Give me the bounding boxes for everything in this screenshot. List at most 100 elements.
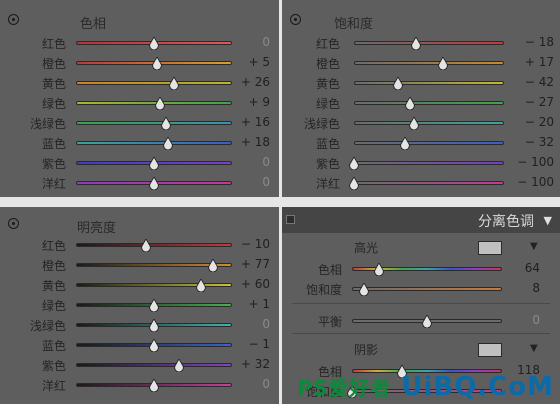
slider-value[interactable]: − 10 (240, 237, 270, 251)
slider-thumb[interactable] (149, 339, 159, 352)
slider-value[interactable]: 0 (262, 317, 270, 331)
slider-thumb[interactable] (349, 157, 359, 170)
slider-thumb[interactable] (347, 385, 357, 398)
slider-track[interactable] (76, 243, 232, 247)
slider-thumb[interactable] (149, 157, 159, 170)
split-toning-sliders: 色相 64 饱和度 8 平衡 0 色相 118 饱和度 (282, 207, 560, 404)
slider-value[interactable]: + 18 (240, 135, 270, 149)
slider-thumb[interactable] (392, 77, 403, 90)
slider-value[interactable]: + 60 (240, 277, 270, 291)
slider-track[interactable] (354, 181, 504, 185)
slider-label: 紫色 (41, 359, 66, 373)
slider-thumb[interactable] (161, 117, 172, 130)
slider-value[interactable]: − 27 (524, 95, 554, 109)
slider-track[interactable] (76, 363, 232, 367)
slider-track[interactable] (354, 41, 504, 45)
slider-thumb[interactable] (349, 177, 359, 190)
slider-label: 浅绿色 (303, 117, 340, 131)
slider-thumb[interactable] (149, 379, 159, 392)
slider-thumb[interactable] (208, 259, 218, 272)
targeted-adjustment-icon[interactable] (8, 218, 19, 229)
slider-row: 绿色 + 9 (0, 93, 279, 113)
collapse-triangle-icon[interactable]: ▼ (543, 214, 552, 227)
saturation-panel: 饱和度 红色 − 18 橙色 + 17 黄色 − 42 绿色 − 27 浅绿色 − 20 蓝色 − 3… (282, 0, 560, 197)
slider-row: 饱和度 8 (282, 279, 560, 299)
slider-track[interactable] (76, 81, 232, 85)
slider-value[interactable]: 0 (262, 377, 270, 391)
highlights-expand-icon[interactable]: ▼ (530, 241, 538, 252)
targeted-adjustment-icon[interactable] (290, 14, 301, 25)
slider-value[interactable]: − 1 (248, 337, 270, 351)
slider-thumb[interactable] (400, 137, 410, 150)
slider-value[interactable]: − 42 (524, 75, 554, 89)
slider-thumb[interactable] (409, 117, 419, 130)
slider-row: 浅绿色 0 (0, 315, 279, 335)
highlights-color-swatch[interactable] (478, 241, 502, 255)
slider-label: 浅绿色 (29, 319, 66, 333)
panel-header[interactable]: 分离色调 ▼ (282, 207, 560, 233)
slider-track[interactable] (354, 61, 504, 65)
shadows-expand-icon[interactable]: ▼ (530, 343, 538, 354)
slider-thumb[interactable] (152, 57, 162, 70)
slider-track[interactable] (76, 141, 232, 145)
slider-value[interactable]: 0 (532, 313, 540, 327)
slider-value[interactable]: + 17 (524, 55, 554, 69)
slider-thumb[interactable] (149, 177, 159, 190)
slider-track[interactable] (76, 283, 232, 287)
slider-label: 橙色 (41, 259, 66, 273)
slider-thumb[interactable] (174, 359, 184, 372)
slider-track[interactable] (354, 101, 504, 105)
slider-value[interactable]: − 32 (524, 135, 554, 149)
slider-thumb[interactable] (196, 279, 206, 292)
slider-thumb[interactable] (410, 37, 421, 50)
slider-value[interactable]: + 77 (240, 257, 270, 271)
slider-value[interactable]: + 1 (248, 297, 270, 311)
shadows-color-swatch[interactable] (478, 343, 502, 357)
slider-value[interactable]: − 100 (517, 175, 554, 189)
slider-track[interactable] (354, 161, 504, 165)
slider-thumb[interactable] (169, 77, 179, 90)
slider-track[interactable] (352, 287, 502, 291)
slider-track[interactable] (76, 263, 232, 267)
slider-thumb[interactable] (359, 283, 369, 296)
slider-label: 绿色 (41, 299, 66, 313)
slider-thumb[interactable] (149, 319, 159, 332)
slider-value[interactable]: − 100 (517, 155, 554, 169)
slider-thumb[interactable] (422, 315, 432, 328)
slider-thumb[interactable] (149, 299, 159, 312)
slider-track[interactable] (354, 81, 504, 85)
slider-value[interactable]: 118 (517, 363, 540, 377)
slider-track[interactable] (76, 121, 232, 125)
slider-track[interactable] (352, 267, 502, 271)
slider-value[interactable]: + 26 (240, 75, 270, 89)
slider-value[interactable]: + 5 (248, 55, 270, 69)
slider-value[interactable]: 64 (524, 261, 540, 275)
targeted-adjustment-icon[interactable] (8, 14, 19, 25)
slider-row: 红色 − 10 (0, 235, 279, 255)
slider-value[interactable]: 0 (262, 175, 270, 189)
slider-value[interactable]: 0 (262, 35, 270, 49)
slider-thumb[interactable] (374, 263, 384, 276)
slider-row: 绿色 + 1 (0, 295, 279, 315)
slider-track[interactable] (354, 121, 504, 125)
slider-track[interactable] (76, 101, 232, 105)
slider-value[interactable]: + 16 (240, 115, 270, 129)
slider-thumb[interactable] (141, 239, 151, 252)
slider-thumb[interactable] (396, 365, 407, 378)
slider-thumb[interactable] (163, 137, 173, 150)
slider-row: 黄色 + 26 (0, 73, 279, 93)
slider-row: 蓝色 + 18 (0, 133, 279, 153)
slider-thumb[interactable] (155, 97, 165, 110)
slider-thumb[interactable] (404, 97, 415, 110)
slider-value[interactable]: − 20 (524, 115, 554, 129)
slider-value[interactable]: 8 (532, 281, 540, 295)
slider-value[interactable]: 0 (262, 155, 270, 169)
slider-label: 红色 (41, 239, 66, 253)
slider-track[interactable] (352, 369, 502, 373)
slider-value[interactable]: + 32 (240, 357, 270, 371)
slider-value[interactable]: + 9 (248, 95, 270, 109)
slider-thumb[interactable] (149, 37, 159, 50)
slider-value[interactable]: − 18 (524, 35, 554, 49)
slider-thumb[interactable] (437, 57, 448, 70)
slider-track[interactable] (354, 141, 504, 145)
